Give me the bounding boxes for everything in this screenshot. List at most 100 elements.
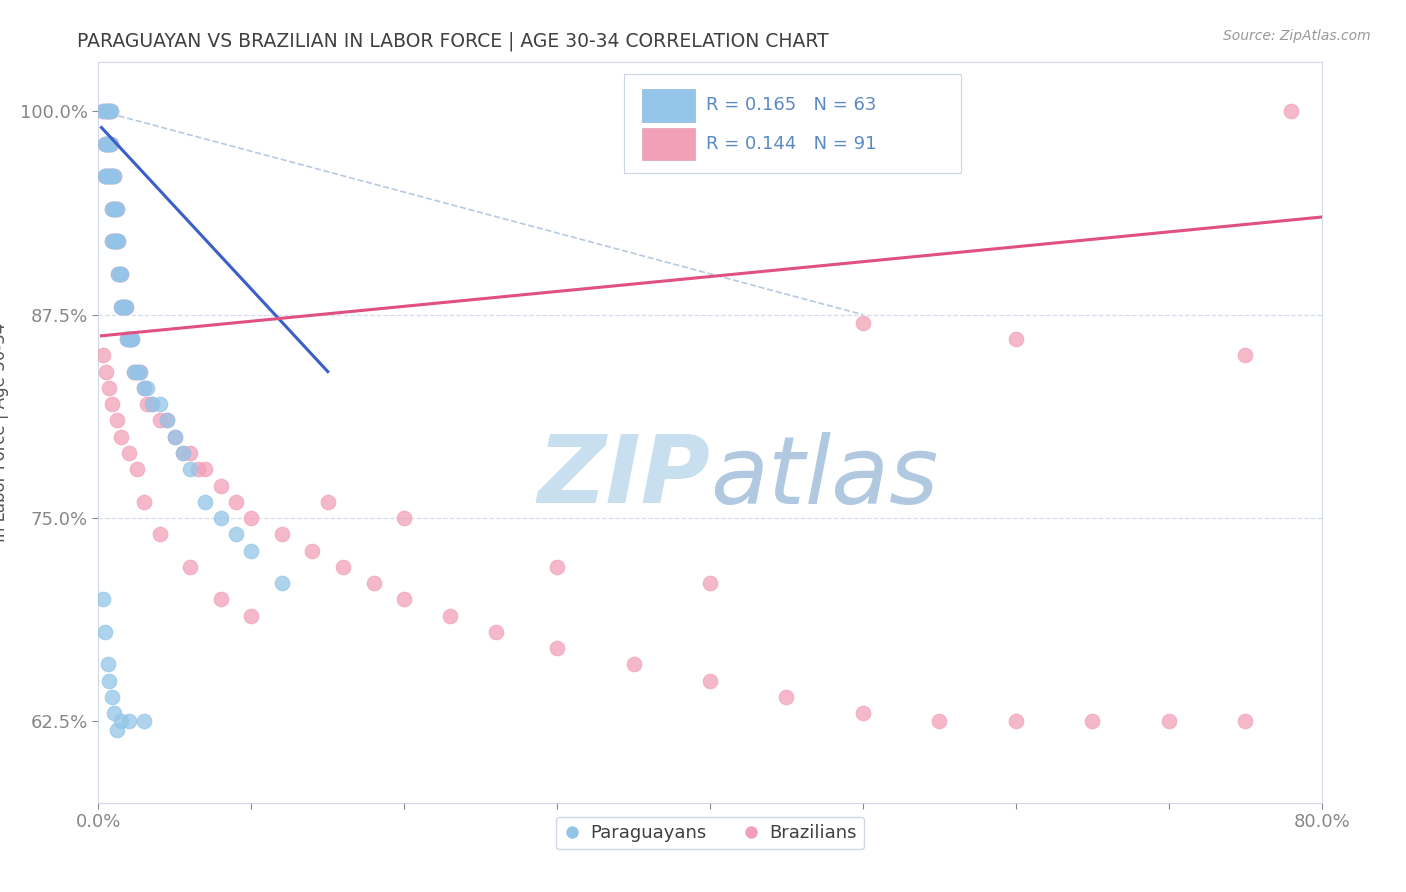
Point (928, 714, 950, 729)
Point (91, 104, 114, 119)
Point (104, 235, 127, 249)
Point (111, 300, 134, 314)
Point (97, 169, 120, 184)
Point (107, 235, 129, 249)
Point (485, 624, 508, 639)
Point (100, 169, 122, 184)
Point (118, 714, 141, 729)
Point (111, 300, 134, 314)
Point (118, 332, 141, 346)
Point (93, 136, 115, 151)
Point (105, 723, 128, 737)
Point (101, 169, 124, 184)
Point (1004, 332, 1026, 346)
Point (107, 235, 129, 249)
Point (98, 104, 121, 119)
Point (110, 714, 132, 729)
Point (104, 202, 127, 216)
Point (91, 348, 114, 362)
Point (194, 462, 217, 476)
Point (775, 690, 797, 704)
Point (93, 624, 115, 639)
Point (103, 169, 125, 184)
Point (110, 430, 132, 444)
Point (118, 446, 141, 460)
Point (1157, 714, 1180, 729)
Point (1081, 714, 1104, 729)
Point (121, 332, 143, 346)
Point (623, 657, 645, 672)
Point (94, 169, 117, 184)
Point (94, 365, 117, 379)
Point (270, 527, 292, 541)
Point (852, 706, 875, 721)
Point (141, 397, 163, 411)
Point (332, 559, 354, 574)
Point (163, 430, 186, 444)
Text: atlas: atlas (710, 432, 938, 523)
Point (98, 136, 121, 151)
Point (97, 136, 120, 151)
Point (98, 104, 121, 119)
Point (141, 397, 163, 411)
Point (110, 300, 132, 314)
Point (1234, 348, 1257, 362)
Point (105, 235, 128, 249)
Point (98, 169, 121, 184)
Point (100, 104, 122, 119)
Point (156, 413, 179, 427)
Point (134, 495, 156, 509)
FancyBboxPatch shape (641, 128, 696, 161)
Point (103, 202, 125, 216)
Text: Source: ZipAtlas.com: Source: ZipAtlas.com (1223, 29, 1371, 43)
Point (363, 576, 385, 591)
Point (105, 202, 128, 216)
Point (93, 136, 115, 151)
Point (134, 381, 156, 395)
Point (110, 300, 132, 314)
Point (120, 332, 142, 346)
Point (110, 267, 132, 281)
Point (101, 235, 124, 249)
Point (179, 462, 201, 476)
Point (136, 381, 159, 395)
Point (1234, 714, 1257, 729)
Point (149, 413, 172, 427)
Y-axis label: In Labor Force | Age 30-34: In Labor Force | Age 30-34 (0, 323, 8, 542)
Point (115, 300, 138, 314)
Point (101, 690, 124, 704)
Point (105, 202, 128, 216)
Point (101, 235, 124, 249)
Point (108, 267, 131, 281)
Point (97, 169, 120, 184)
Point (101, 397, 124, 411)
Point (128, 365, 150, 379)
Point (98, 136, 121, 151)
Point (94, 136, 117, 151)
Point (101, 169, 124, 184)
Point (136, 397, 159, 411)
Text: PARAGUAYAN VS BRAZILIAN IN LABOR FORCE | AGE 30-34 CORRELATION CHART: PARAGUAYAN VS BRAZILIAN IN LABOR FORCE |… (77, 31, 830, 51)
Point (103, 235, 125, 249)
Point (91, 592, 114, 607)
Point (120, 332, 142, 346)
Text: R = 0.144   N = 91: R = 0.144 N = 91 (706, 135, 877, 153)
Point (546, 641, 568, 656)
Point (156, 413, 179, 427)
Point (301, 543, 323, 558)
Point (172, 446, 194, 460)
Point (852, 316, 875, 330)
FancyBboxPatch shape (624, 73, 960, 173)
Text: ZIP: ZIP (537, 431, 710, 523)
Point (97, 104, 120, 119)
Point (94, 169, 117, 184)
Point (225, 495, 247, 509)
Point (93, 169, 115, 184)
Point (98, 169, 121, 184)
FancyBboxPatch shape (641, 89, 696, 121)
Point (546, 559, 568, 574)
Point (100, 136, 122, 151)
Point (110, 267, 132, 281)
Point (187, 462, 209, 476)
Point (194, 495, 217, 509)
